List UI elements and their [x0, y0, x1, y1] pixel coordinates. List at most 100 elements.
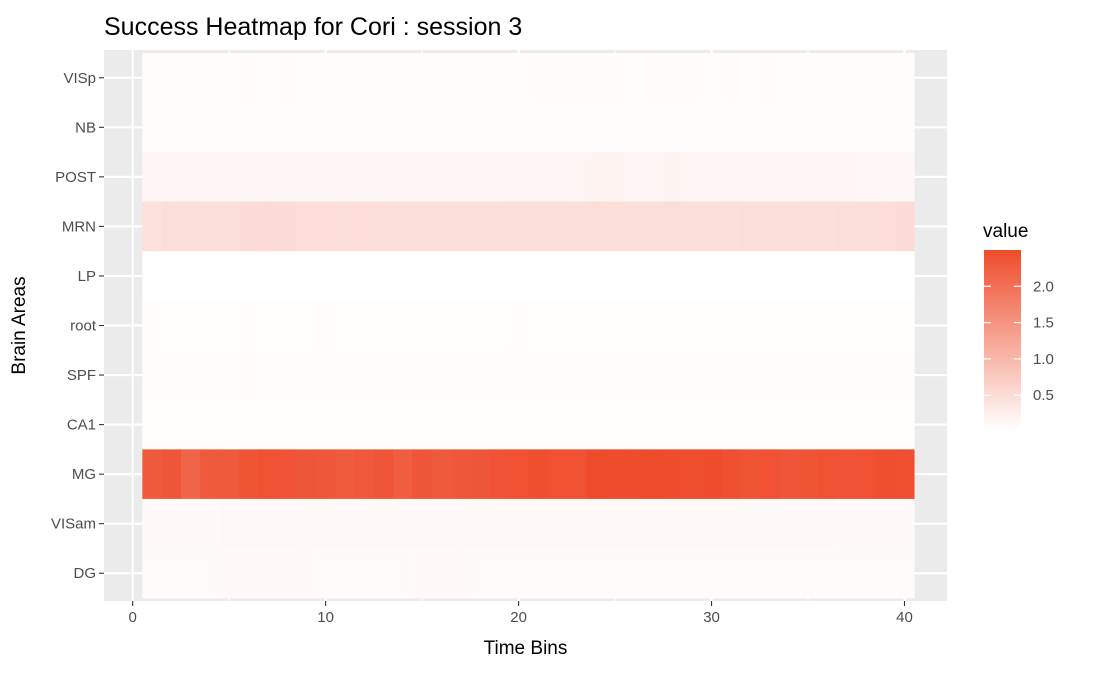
heatmap-cell [682, 449, 703, 500]
heatmap-cell [817, 102, 838, 153]
heatmap-cell [431, 201, 452, 252]
heatmap-cell [200, 152, 220, 203]
heatmap-cell [142, 102, 163, 153]
heatmap-cell [701, 498, 722, 549]
heatmap-cell [161, 201, 182, 252]
heatmap-cell [644, 548, 664, 599]
heatmap-cell [335, 449, 355, 500]
heatmap-cell [894, 449, 915, 500]
heatmap-cell [219, 449, 240, 500]
heatmap-cell [682, 300, 703, 351]
heatmap-cell [161, 251, 182, 302]
heatmap-cell [856, 498, 876, 549]
heatmap-cell [200, 498, 220, 549]
heatmap-cell [354, 251, 375, 302]
heatmap-cell [238, 152, 259, 203]
heatmap-cell [258, 449, 278, 500]
heatmap-cell [528, 102, 548, 153]
heatmap-cell [624, 350, 645, 401]
heatmap-cell [528, 350, 548, 401]
heatmap-cell [644, 498, 664, 549]
heatmap-cell [836, 53, 857, 103]
legend-label: 2.0 [1033, 278, 1054, 295]
heatmap-cell [316, 152, 336, 203]
heatmap-cell [508, 548, 529, 599]
heatmap-cell [412, 102, 433, 153]
legend: value 2.0 1.5 1.0 0.5 [983, 221, 1054, 430]
heatmap-cell [663, 251, 684, 302]
heatmap-cell [431, 548, 452, 599]
heatmap-cell [586, 300, 606, 351]
heatmap-cell [258, 201, 278, 252]
heatmap-cell [605, 152, 626, 203]
heatmap-cell [624, 251, 645, 302]
heatmap-cell [412, 53, 433, 103]
heatmap-cell [894, 548, 915, 599]
heatmap-cell [200, 201, 220, 252]
heatmap-cell [605, 300, 626, 351]
heatmap-cell [412, 449, 433, 500]
heatmap-cell [258, 53, 278, 103]
heatmap-cell [894, 498, 915, 549]
heatmap-cell [701, 548, 722, 599]
heatmap-cell [161, 399, 182, 450]
heatmap-cell [180, 350, 201, 401]
heatmap-cell [759, 251, 780, 302]
heatmap-cell [740, 152, 761, 203]
heatmap-cell [277, 102, 298, 153]
heatmap-cell [817, 152, 838, 203]
heatmap-cell [373, 152, 394, 203]
heatmap-cell [566, 300, 587, 351]
heatmap-cell [528, 498, 548, 549]
heatmap-cell [528, 548, 548, 599]
heatmap-cell [856, 300, 876, 351]
heatmap-cell [354, 102, 375, 153]
heatmap-cell [875, 201, 896, 252]
heatmap-cell [180, 399, 201, 450]
heatmap-cell [721, 251, 741, 302]
heatmap-cell [354, 300, 375, 351]
heatmap-cell [200, 102, 220, 153]
heatmap-cell [316, 300, 336, 351]
heatmap-cell [605, 102, 626, 153]
heatmap-cell [161, 498, 182, 549]
heatmap-cell [721, 399, 741, 450]
heatmap-cell [663, 152, 684, 203]
heatmap-cell [508, 350, 529, 401]
heatmap-cell [759, 350, 780, 401]
heatmap-cell [586, 548, 606, 599]
heatmap-cell [335, 350, 355, 401]
y-tick-label: POST [55, 169, 96, 186]
heatmap-cell [393, 300, 413, 351]
heatmap-cell [470, 53, 491, 103]
heatmap-cell [161, 152, 182, 203]
heatmap-cell [393, 201, 413, 252]
y-tick-label: VISp [63, 70, 96, 87]
heatmap-cell [412, 201, 433, 252]
heatmap-cell [508, 498, 529, 549]
heatmap-cell [373, 300, 394, 351]
heatmap-cell [451, 53, 471, 103]
heatmap-cell [740, 251, 761, 302]
heatmap-cell [894, 399, 915, 450]
heatmap-cell [200, 350, 220, 401]
heatmap-cell [373, 548, 394, 599]
heatmap-cell [316, 53, 336, 103]
heatmap-cell [142, 201, 163, 252]
heatmap-cell [393, 53, 413, 103]
y-tick-label: CA1 [67, 417, 96, 434]
heatmap-cell [759, 102, 780, 153]
heatmap-cell [258, 399, 278, 450]
heatmap-cell [836, 498, 857, 549]
heatmap-cell [566, 548, 587, 599]
heatmap-cell [682, 251, 703, 302]
heatmap-cell [663, 102, 684, 153]
heatmap-cell [547, 399, 568, 450]
heatmap-cell [547, 498, 568, 549]
heatmap-cell [894, 251, 915, 302]
heatmap-cell [740, 300, 761, 351]
heatmap-cell [836, 102, 857, 153]
heatmap-cell [354, 350, 375, 401]
heatmap-cell [644, 350, 664, 401]
